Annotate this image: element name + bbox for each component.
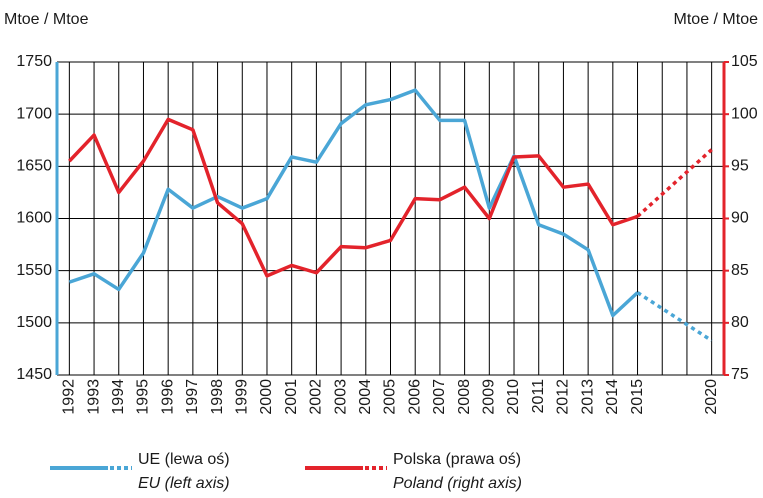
y2-tick-label: 95: [731, 158, 749, 175]
y2-tick-label: 100: [731, 105, 758, 122]
y2-tick-label: 85: [731, 262, 749, 279]
x-tick-label: 2006: [406, 379, 423, 415]
x-tick-label: 1992: [61, 379, 78, 415]
legend-label: Polska (prawa oś): [393, 451, 521, 468]
x-tick-label: 2020: [703, 379, 720, 415]
y2-tick-label: 80: [731, 314, 749, 331]
x-tick-label: 2005: [382, 379, 399, 415]
x-tick-label: 2001: [283, 379, 300, 415]
x-tick-label: 2003: [332, 379, 349, 415]
legend-label: UE (lewa oś): [138, 451, 230, 468]
series-line: [68, 117, 639, 278]
x-tick-label: 2015: [629, 379, 646, 415]
x-tick-label: 2012: [555, 379, 572, 415]
legend-label-en: EU (left axis): [138, 475, 230, 492]
x-tick-label: 2000: [258, 379, 275, 415]
x-tick-label: 2004: [357, 379, 374, 415]
x-tick-label: 2002: [308, 379, 325, 415]
y2-tick-label: 90: [731, 210, 749, 227]
y-tick-label: 1700: [16, 105, 52, 122]
x-tick-label: 2009: [481, 379, 498, 415]
y-tick-label: 1650: [16, 158, 52, 175]
y-tick-label: 1600: [16, 210, 52, 227]
y-tick-label: 1750: [16, 53, 52, 70]
y2-tick-label: 75: [731, 366, 749, 383]
y-axis-label: Mtoe / Mtoe: [4, 11, 89, 28]
x-tick-label: 2010: [505, 379, 522, 415]
x-tick-label: 1993: [85, 379, 102, 415]
x-tick-label: 2013: [579, 379, 596, 415]
x-tick-label: 1994: [110, 379, 127, 415]
x-tick-label: 1996: [159, 379, 176, 415]
x-tick-label: 1998: [209, 379, 226, 415]
x-tick-label: 2014: [604, 379, 621, 415]
series-line: [68, 88, 639, 318]
x-tick-label: 2011: [530, 379, 547, 414]
y2-tick-label: 105: [731, 53, 758, 70]
x-tick-label: 2008: [456, 379, 473, 415]
y2-axis-label: Mtoe / Mtoe: [674, 11, 759, 28]
projection-line: [636, 291, 713, 343]
x-tick-label: 1997: [184, 379, 201, 415]
x-tick-label: 1999: [233, 379, 250, 415]
y-tick-label: 1450: [16, 366, 52, 383]
x-tick-label: 2007: [431, 379, 448, 415]
x-tick-label: 1995: [135, 379, 152, 415]
legend-label-en: Poland (right axis): [393, 475, 522, 492]
y-tick-label: 1500: [16, 314, 52, 331]
y-tick-label: 1550: [16, 262, 52, 279]
projection-line: [636, 148, 713, 218]
